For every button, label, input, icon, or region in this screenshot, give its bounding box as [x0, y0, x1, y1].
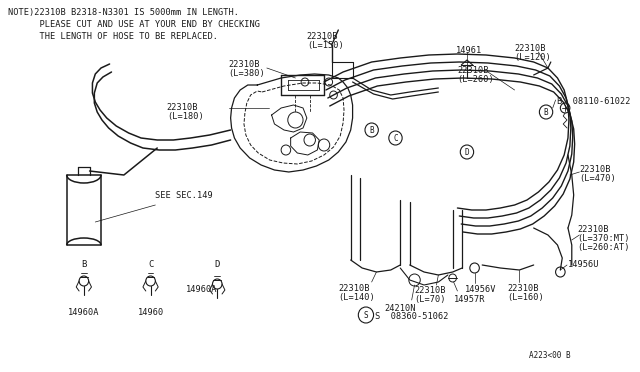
Text: (L=470): (L=470) — [579, 174, 616, 183]
Text: S  08360-51062: S 08360-51062 — [374, 312, 448, 321]
Text: 14960A: 14960A — [68, 308, 100, 317]
Text: (L=70): (L=70) — [415, 295, 446, 304]
Text: (L=140): (L=140) — [339, 293, 375, 302]
Text: 22310B: 22310B — [167, 103, 198, 112]
Text: NOTE)22310B B2318-N3301 IS 5000mm IN LENGTH.: NOTE)22310B B2318-N3301 IS 5000mm IN LEN… — [8, 8, 239, 17]
Text: 14961: 14961 — [456, 46, 482, 55]
Text: 22310B: 22310B — [577, 225, 609, 234]
Text: B  08110-61022: B 08110-61022 — [557, 97, 630, 106]
Text: 22310B: 22310B — [458, 66, 489, 75]
Text: 22310B: 22310B — [507, 284, 538, 293]
Text: PLEASE CUT AND USE AT YOUR END BY CHECKING: PLEASE CUT AND USE AT YOUR END BY CHECKI… — [8, 20, 260, 29]
Text: 22310B: 22310B — [339, 284, 370, 293]
Text: (L=120): (L=120) — [515, 53, 551, 62]
Text: 22310B: 22310B — [228, 60, 260, 69]
Text: B: B — [544, 108, 548, 116]
Text: (L=150): (L=150) — [307, 41, 344, 50]
Text: B: B — [81, 260, 86, 269]
Text: S: S — [364, 311, 368, 320]
Text: 22310B: 22310B — [307, 32, 339, 41]
Text: (L=180): (L=180) — [167, 112, 204, 121]
Text: B: B — [369, 125, 374, 135]
Text: (L=260:AT): (L=260:AT) — [577, 243, 630, 252]
Text: 24210N: 24210N — [385, 304, 416, 313]
Text: (L=370:MT): (L=370:MT) — [577, 234, 630, 243]
Text: 14960A: 14960A — [186, 285, 218, 295]
Text: 22310B: 22310B — [515, 44, 546, 53]
Text: A223<00 B: A223<00 B — [529, 351, 570, 360]
Text: (L=260): (L=260) — [458, 75, 494, 84]
Text: THE LENGTH OF HOSE TO BE REPLACED.: THE LENGTH OF HOSE TO BE REPLACED. — [8, 32, 218, 41]
Text: 14956U: 14956U — [568, 260, 600, 269]
Text: D: D — [214, 260, 220, 269]
Text: (L=380): (L=380) — [228, 69, 266, 78]
Text: D: D — [465, 148, 469, 157]
Text: C: C — [148, 260, 153, 269]
Text: C: C — [393, 134, 398, 142]
Text: (L=160): (L=160) — [507, 293, 544, 302]
Text: 22310B: 22310B — [579, 165, 611, 174]
Text: SEE SEC.149: SEE SEC.149 — [156, 191, 213, 200]
Text: 14957R: 14957R — [454, 295, 485, 304]
Text: 14960: 14960 — [138, 308, 164, 317]
Text: 22310B: 22310B — [415, 286, 446, 295]
Text: 14956V: 14956V — [465, 285, 497, 294]
